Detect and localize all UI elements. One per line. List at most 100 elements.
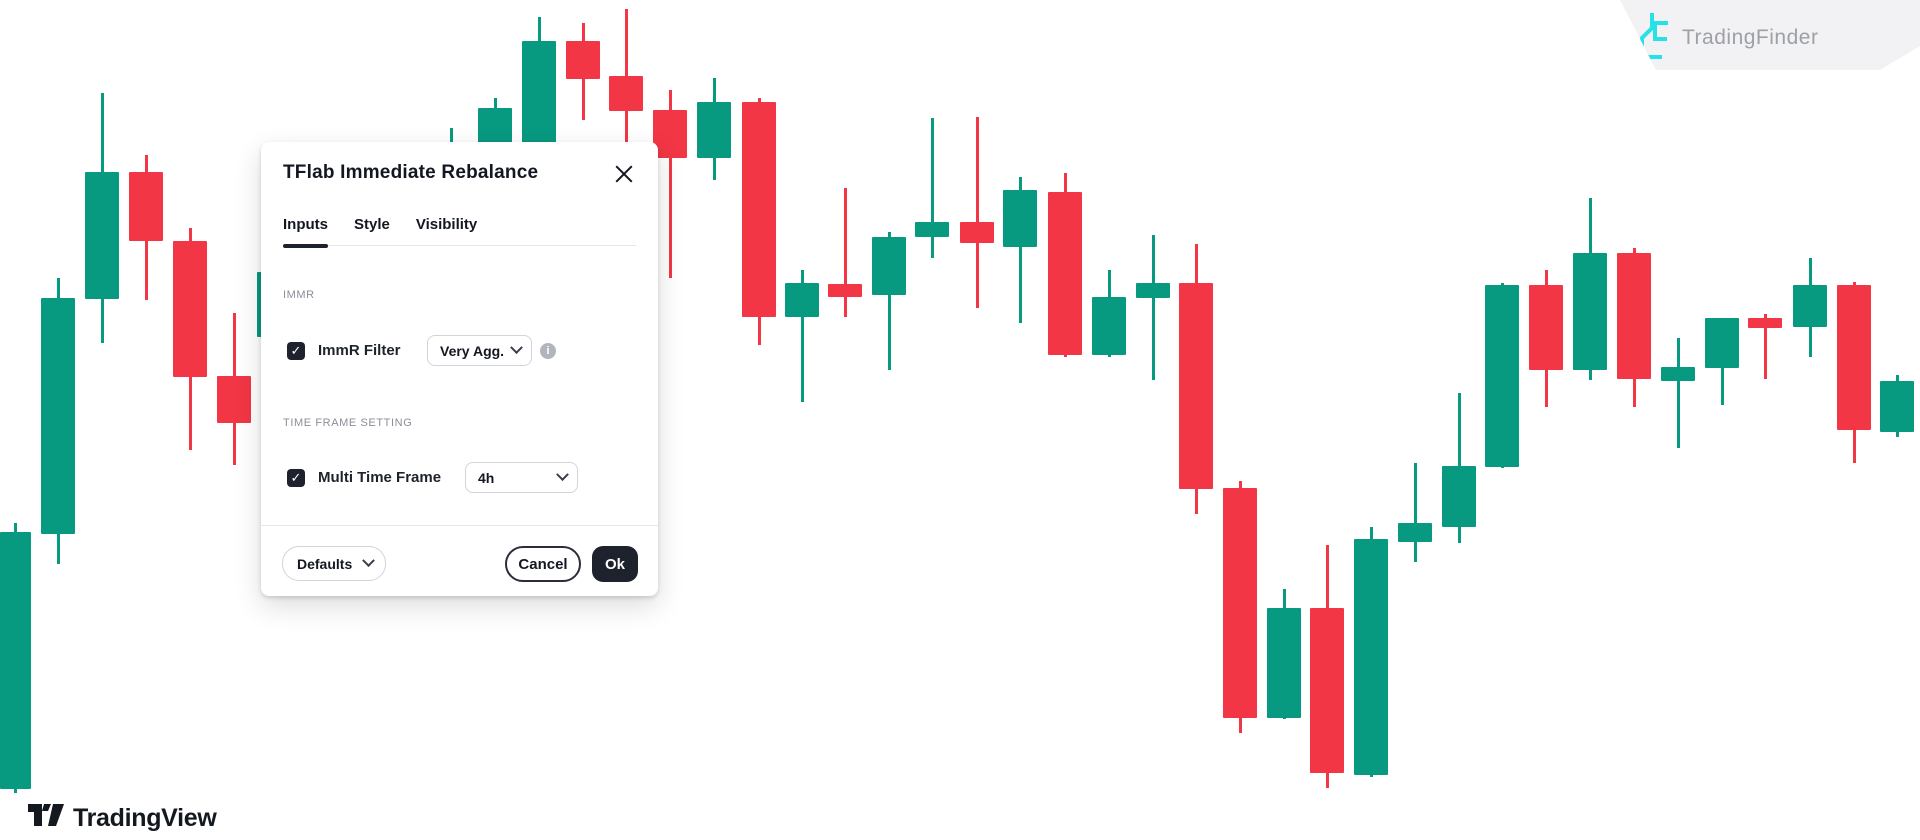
candle-body — [697, 102, 731, 158]
candle-body — [915, 222, 949, 237]
tradingfinder-badge: TradingFinder — [1620, 0, 1920, 70]
candle-down — [129, 0, 163, 840]
candle-body — [1310, 608, 1344, 773]
candle-down — [1617, 0, 1651, 840]
candle-body — [1617, 253, 1651, 379]
candle-body — [129, 172, 163, 241]
immr-filter-dropdown[interactable]: Very Agg... — [427, 335, 532, 366]
tab-inputs[interactable]: Inputs — [283, 214, 328, 248]
candle-up — [1442, 0, 1476, 840]
candle-down — [173, 0, 207, 840]
candle-body — [1485, 285, 1519, 467]
candle-up — [1136, 0, 1170, 840]
candle-body — [1793, 285, 1827, 327]
candle-wick — [1413, 463, 1417, 562]
footer-divider — [261, 525, 658, 526]
candle-down — [1529, 0, 1563, 840]
multi-time-frame-checkbox[interactable]: ✓ — [287, 468, 305, 487]
indicator-settings-dialog: TFlab Immediate Rebalance Inputs Style V… — [261, 142, 658, 596]
immr-filter-label: ImmR Filter — [318, 342, 401, 359]
candle-up — [85, 0, 119, 840]
candle-body — [960, 222, 994, 243]
candle-body — [785, 283, 819, 317]
candle-body — [872, 237, 906, 295]
chevron-down-icon — [556, 468, 569, 482]
candle-up — [1573, 0, 1607, 840]
candle-body — [1398, 523, 1432, 542]
cancel-button[interactable]: Cancel — [505, 546, 581, 582]
candle-body — [1529, 285, 1563, 370]
candle-body — [1267, 608, 1301, 718]
time-frame-dropdown[interactable]: 4h — [465, 462, 578, 493]
tradingview-logo: TradingView — [28, 804, 217, 833]
candle-up — [872, 0, 906, 840]
candle-wick — [1676, 338, 1680, 448]
candle-wick — [668, 90, 672, 278]
chevron-down-icon — [362, 554, 375, 568]
candle-body — [742, 102, 776, 317]
defaults-dropdown[interactable]: Defaults — [282, 546, 386, 581]
candle-down — [960, 0, 994, 840]
tab-visibility[interactable]: Visibility — [415, 216, 478, 233]
candle-body — [1661, 367, 1695, 381]
candle-body — [653, 110, 687, 158]
dialog-title: TFlab Immediate Rebalance — [283, 162, 539, 183]
tradingview-wordmark: TradingView — [73, 804, 217, 832]
candle-up — [785, 0, 819, 840]
immr-filter-dropdown-value: Very Agg... — [440, 342, 504, 359]
candle-up — [1267, 0, 1301, 840]
tradingview-logo-icon — [28, 804, 64, 833]
time-frame-dropdown-value: 4h — [478, 469, 495, 486]
candle-up — [915, 0, 949, 840]
candle-body — [1573, 253, 1607, 370]
candle-body — [173, 241, 207, 377]
candle-body — [0, 532, 31, 789]
chevron-down-icon — [510, 341, 523, 355]
candle-wick — [930, 118, 934, 258]
candle-body — [1136, 283, 1170, 298]
close-icon[interactable] — [614, 164, 634, 184]
defaults-dropdown-value: Defaults — [297, 555, 353, 572]
candle-wick — [1018, 177, 1022, 323]
candle-up — [0, 0, 31, 840]
candle-down — [217, 0, 251, 840]
candle-body — [609, 76, 643, 111]
section-heading-immr: IMMR — [283, 289, 315, 301]
candle-body — [1837, 285, 1871, 430]
candle-up — [1880, 0, 1914, 840]
immr-filter-checkbox[interactable]: ✓ — [287, 341, 305, 360]
candle-down — [1748, 0, 1782, 840]
candle-down — [1310, 0, 1344, 840]
ok-button[interactable]: Ok — [592, 546, 638, 582]
multi-time-frame-row: ✓ Multi Time Frame 4h — [283, 462, 636, 493]
candle-body — [1179, 283, 1213, 489]
candle-wick — [800, 270, 804, 402]
info-icon[interactable]: i — [540, 343, 556, 359]
candle-up — [1661, 0, 1695, 840]
candle-body — [828, 284, 862, 297]
section-heading-time-frame: TIME FRAME SETTING — [283, 417, 413, 429]
candle-up — [1092, 0, 1126, 840]
candle-up — [697, 0, 731, 840]
candle-body — [1705, 318, 1739, 368]
candle-up — [1398, 0, 1432, 840]
candle-body — [1880, 381, 1914, 432]
candle-body — [217, 376, 251, 423]
candle-down — [1179, 0, 1213, 840]
candle-wick — [843, 188, 847, 317]
candle-up — [41, 0, 75, 840]
candle-up — [1485, 0, 1519, 840]
tab-style[interactable]: Style — [354, 216, 390, 233]
candle-up — [522, 0, 556, 840]
candle-body — [1442, 466, 1476, 527]
candle-down — [653, 0, 687, 840]
candle-down — [828, 0, 862, 840]
candle-wick — [975, 117, 979, 308]
candle-body — [1092, 297, 1126, 355]
tradingfinder-wordmark: TradingFinder — [1682, 25, 1819, 49]
candle-body — [566, 41, 600, 79]
immr-filter-row: ✓ ImmR Filter Very Agg... i — [283, 335, 636, 366]
candle-body — [85, 172, 119, 299]
candle-down — [1837, 0, 1871, 840]
